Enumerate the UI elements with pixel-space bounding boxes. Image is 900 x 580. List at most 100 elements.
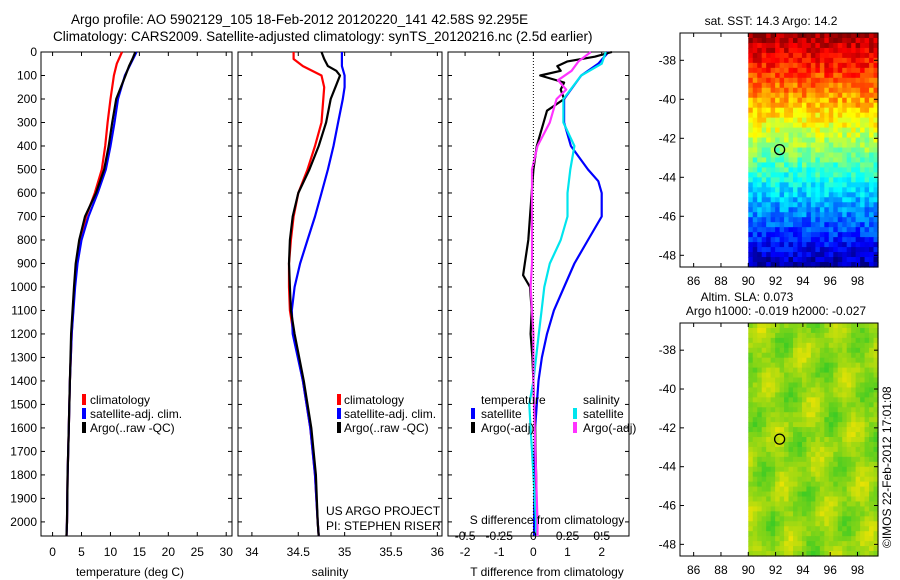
map-cell <box>873 461 879 468</box>
map-cell <box>793 157 799 164</box>
map-cell <box>779 441 785 448</box>
map-cell <box>770 551 776 557</box>
map-cell <box>860 466 866 473</box>
plot-frame <box>40 51 233 537</box>
map-cell <box>860 122 866 129</box>
map-cell <box>761 506 767 512</box>
map-cell <box>752 551 758 557</box>
map-cell <box>855 441 861 448</box>
map-cell <box>855 247 861 253</box>
map-cell <box>775 182 781 188</box>
map-cell <box>819 417 825 423</box>
map-cell <box>748 152 754 159</box>
map-cell <box>860 486 866 493</box>
map-cell <box>770 247 776 253</box>
map-cell <box>837 352 843 359</box>
map-cell <box>824 162 830 169</box>
map-cell <box>788 377 794 384</box>
map-cell <box>837 407 843 413</box>
map-cell <box>833 92 839 99</box>
map-cell <box>828 42 834 49</box>
map-cell <box>855 332 861 339</box>
map-cell <box>837 456 843 463</box>
map-cell <box>806 347 812 354</box>
map-cell <box>748 392 754 398</box>
map-cell <box>846 242 852 248</box>
map-cell <box>819 541 825 547</box>
map-cell <box>801 217 808 223</box>
map-cell <box>806 407 812 413</box>
argo-position-marker <box>773 143 786 156</box>
map-cell <box>752 456 758 463</box>
map-cell <box>770 92 776 99</box>
map-cell <box>752 87 758 94</box>
map-cell <box>797 42 803 49</box>
map-cell <box>793 446 799 453</box>
map-cell <box>748 142 754 149</box>
map-cell <box>775 92 781 99</box>
map-cell <box>860 481 866 488</box>
map-cell <box>779 82 785 89</box>
map-cell <box>752 451 758 458</box>
map-cell <box>797 257 803 263</box>
map-cell <box>757 97 763 104</box>
map-cell <box>819 217 825 223</box>
map-cell <box>846 192 852 198</box>
map-cell <box>819 72 825 79</box>
map-cell <box>873 172 879 178</box>
map-cell <box>775 536 781 542</box>
map-cell <box>837 451 843 458</box>
map-cell <box>842 137 848 144</box>
map-cell <box>824 192 830 198</box>
map-cell <box>801 427 808 433</box>
map-cell <box>801 332 808 339</box>
map-cell <box>779 157 785 164</box>
map-cell <box>837 337 843 344</box>
map-cell <box>779 501 785 508</box>
map-cell <box>757 486 763 493</box>
map-cell <box>752 466 758 473</box>
map-cell <box>819 382 825 389</box>
map-cell <box>793 72 799 79</box>
map-cell <box>752 252 758 258</box>
map-cell <box>873 257 879 263</box>
map-cell <box>855 496 861 503</box>
map-cell <box>855 506 861 512</box>
map-cell <box>779 332 785 339</box>
map-cell <box>784 102 790 109</box>
map-cell <box>766 207 772 213</box>
map-cell <box>810 237 816 243</box>
map-cell <box>797 102 803 109</box>
map-cell <box>828 242 834 248</box>
map-cell <box>819 546 825 552</box>
map-cell <box>766 162 772 169</box>
map-cell <box>752 526 758 532</box>
map-cell <box>810 72 816 79</box>
map-cell <box>766 461 772 468</box>
map-cell <box>864 102 870 109</box>
map-cell <box>810 407 816 413</box>
map-cell <box>842 407 848 413</box>
map-cell <box>846 62 852 69</box>
map-cell <box>793 237 799 243</box>
map-cell <box>860 87 866 94</box>
map-cell <box>833 97 839 104</box>
map-cell <box>824 87 830 94</box>
map-cell <box>819 407 825 413</box>
map-cell <box>833 152 839 159</box>
map-cell <box>779 162 785 169</box>
map-cell <box>846 197 852 203</box>
map-cell <box>837 481 843 488</box>
map-cell <box>819 257 825 263</box>
map-cell <box>860 242 866 248</box>
map-cell <box>873 222 879 228</box>
map-cell <box>757 516 763 522</box>
map-cell <box>775 412 781 418</box>
map-cell <box>864 197 870 203</box>
map-cell <box>779 117 785 124</box>
legend-swatch-s-argo <box>573 422 577 433</box>
map-cell <box>761 102 767 109</box>
map-cell <box>797 397 803 403</box>
map-cell <box>757 491 763 498</box>
map-cell <box>824 511 830 517</box>
